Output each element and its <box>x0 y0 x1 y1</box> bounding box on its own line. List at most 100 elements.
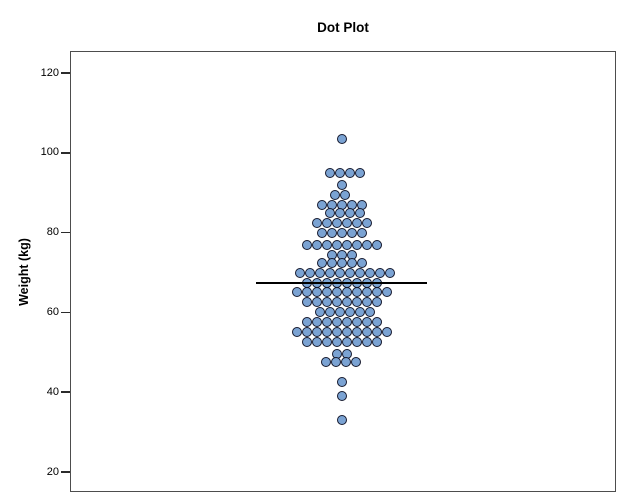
dot <box>361 287 372 298</box>
dot <box>316 257 327 268</box>
dot <box>331 337 342 348</box>
dot <box>356 227 367 238</box>
dot <box>354 167 365 178</box>
dot <box>364 307 375 318</box>
dot <box>371 297 382 308</box>
dot <box>321 337 332 348</box>
dot <box>324 167 335 178</box>
dot <box>371 327 382 338</box>
dot <box>374 267 385 278</box>
dot <box>304 267 315 278</box>
dot <box>311 327 322 338</box>
dot <box>341 317 352 328</box>
y-tick-label: 100 <box>40 146 59 159</box>
dot <box>334 167 345 178</box>
dot <box>326 257 337 268</box>
dot <box>301 327 312 338</box>
dot <box>351 327 362 338</box>
dot <box>301 239 312 250</box>
dot <box>344 167 355 178</box>
dot <box>324 307 335 318</box>
dot <box>331 217 342 228</box>
dot <box>331 327 342 338</box>
y-tick-label: 40 <box>46 385 59 398</box>
dot <box>316 199 327 210</box>
dot <box>331 239 342 250</box>
y-tick-mark <box>61 72 70 74</box>
dot <box>344 207 355 218</box>
dot <box>361 337 372 348</box>
dot <box>320 357 331 368</box>
dot <box>314 267 325 278</box>
dot <box>371 287 382 298</box>
dot <box>354 307 365 318</box>
dot <box>351 317 362 328</box>
dot <box>341 297 352 308</box>
dot <box>351 287 362 298</box>
dot <box>336 377 347 388</box>
y-tick-mark <box>61 231 70 234</box>
dot <box>361 297 372 308</box>
dot <box>334 267 345 278</box>
y-tick-label: 20 <box>46 465 59 478</box>
dot <box>294 267 305 278</box>
dot <box>341 239 352 250</box>
y-tick-mark <box>61 471 70 473</box>
dot <box>321 287 332 298</box>
dot <box>351 239 362 250</box>
dot <box>350 357 361 368</box>
dot <box>324 207 335 218</box>
dot <box>361 327 372 338</box>
dot <box>330 357 341 368</box>
dot <box>311 317 322 328</box>
dot <box>324 267 335 278</box>
dot <box>346 257 357 268</box>
dot <box>354 267 365 278</box>
dot <box>341 287 352 298</box>
dot <box>301 337 312 348</box>
dot <box>329 189 340 200</box>
dot <box>344 307 355 318</box>
dot <box>311 287 322 298</box>
dot <box>351 217 362 228</box>
dot <box>361 217 372 228</box>
dot <box>311 337 322 348</box>
y-tick-mark <box>61 311 70 314</box>
dot <box>336 133 347 144</box>
dot <box>341 327 352 338</box>
dot <box>316 227 327 238</box>
dot <box>351 337 362 348</box>
dot <box>344 267 355 278</box>
chart-title: Dot Plot <box>317 20 369 35</box>
dot <box>321 239 332 250</box>
dot <box>371 317 382 328</box>
y-tick-label: 60 <box>46 305 59 318</box>
dot <box>321 217 332 228</box>
dot <box>341 217 352 228</box>
dot <box>341 337 352 348</box>
dot <box>321 297 332 308</box>
dot <box>351 297 362 308</box>
dot <box>371 239 382 250</box>
dot <box>334 307 345 318</box>
dot <box>291 287 302 298</box>
dot <box>381 287 392 298</box>
dot <box>356 257 367 268</box>
y-tick-label: 80 <box>46 226 59 239</box>
dot <box>301 317 312 328</box>
dot <box>361 317 372 328</box>
dot <box>381 327 392 338</box>
dot <box>384 267 395 278</box>
dot <box>326 227 337 238</box>
dot <box>291 327 302 338</box>
dot <box>336 257 347 268</box>
dot <box>331 287 342 298</box>
dot <box>339 189 350 200</box>
y-tick-label: 120 <box>40 66 59 79</box>
dot <box>301 297 312 308</box>
mean-line <box>256 281 427 284</box>
dot <box>361 239 372 250</box>
dot <box>311 297 322 308</box>
dot <box>331 317 342 328</box>
